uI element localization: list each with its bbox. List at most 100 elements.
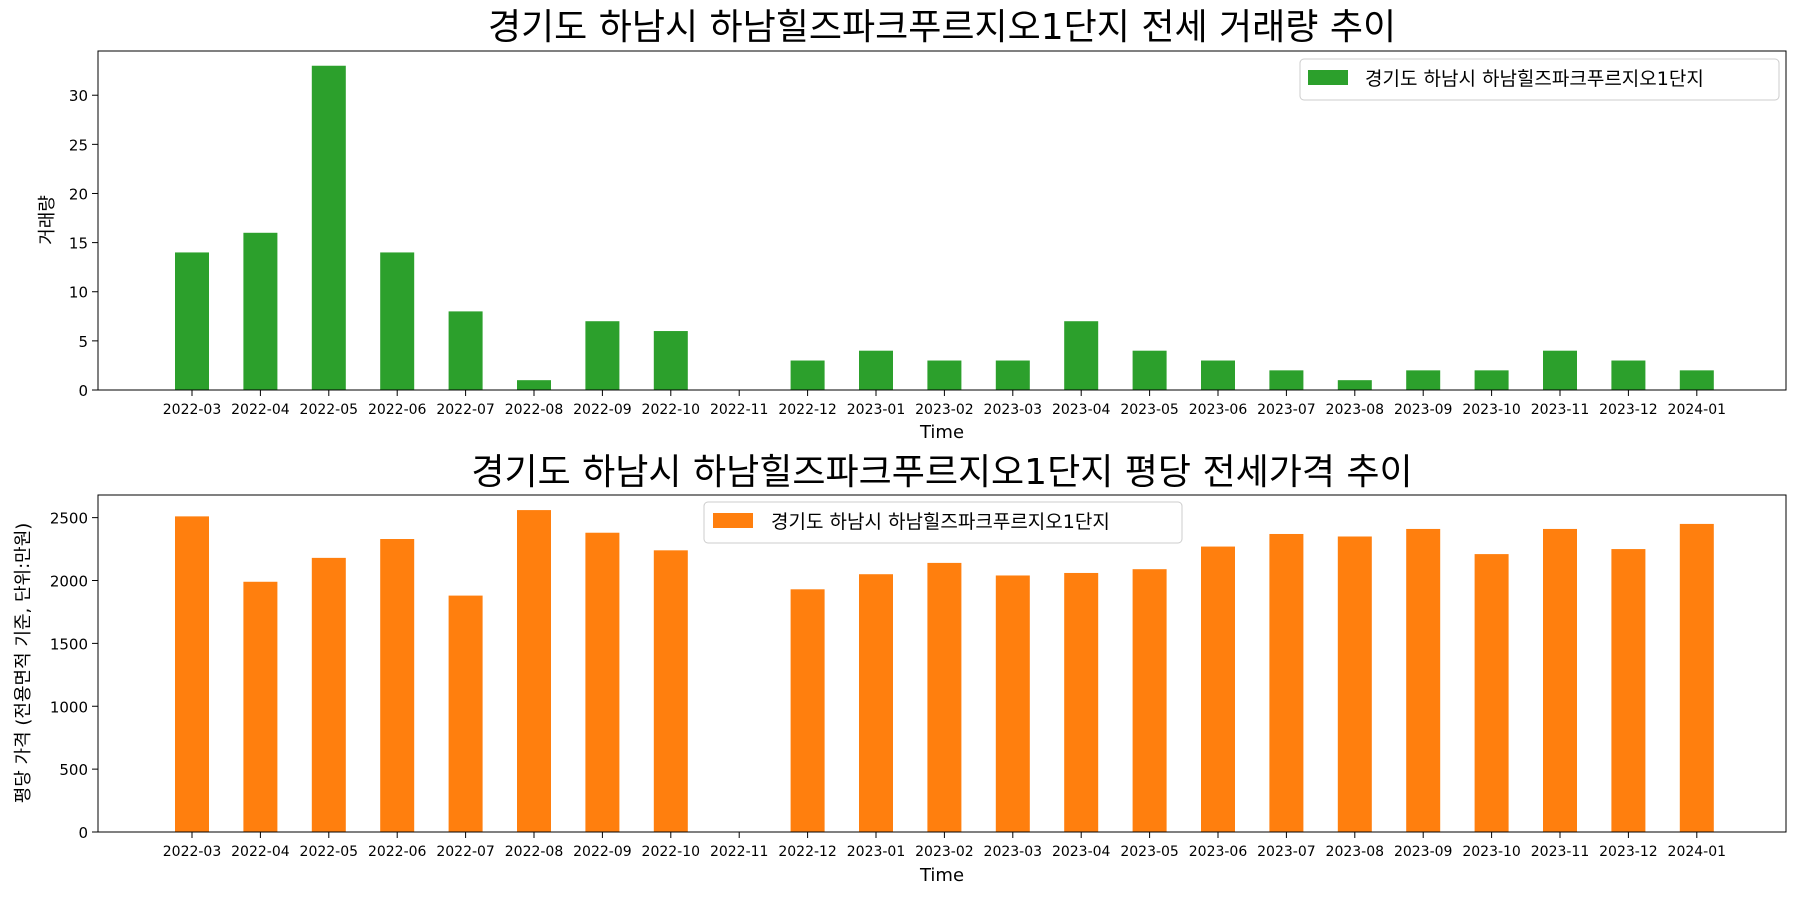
x-tick-label: 2023-07 bbox=[1257, 844, 1316, 860]
x-tick-label: 2023-09 bbox=[1394, 844, 1453, 860]
bar bbox=[1132, 569, 1167, 832]
bar bbox=[585, 321, 620, 390]
bar-series bbox=[175, 65, 1714, 390]
x-tick-label: 2023-03 bbox=[984, 402, 1043, 418]
x-tick-label: 2022-07 bbox=[436, 844, 495, 860]
bar bbox=[175, 516, 209, 832]
x-tick-label: 2022-08 bbox=[505, 844, 564, 860]
y-tick-label: 2000 bbox=[50, 573, 88, 591]
y-tick-label: 20 bbox=[69, 185, 88, 203]
bar bbox=[517, 510, 551, 832]
legend-frame bbox=[1299, 58, 1780, 101]
plot-frame bbox=[97, 50, 1787, 391]
bar bbox=[1269, 533, 1304, 832]
bar bbox=[790, 589, 825, 832]
bar bbox=[1406, 370, 1441, 390]
x-tick-label: 2023-04 bbox=[1052, 402, 1111, 418]
x-tick-label: 2023-10 bbox=[1462, 402, 1521, 418]
x-tick-label: 2022-03 bbox=[163, 844, 222, 860]
y-tick-label: 2500 bbox=[50, 510, 88, 528]
x-tick-label: 2022-06 bbox=[368, 402, 427, 418]
bar bbox=[859, 350, 893, 390]
y-tick-label: 0 bbox=[78, 824, 88, 842]
bar bbox=[1543, 528, 1577, 832]
y-tick-label: 0 bbox=[78, 382, 88, 400]
bar bbox=[653, 331, 688, 390]
x-tick-label: 2023-02 bbox=[915, 844, 974, 860]
bar bbox=[585, 532, 620, 832]
bar bbox=[1337, 536, 1372, 832]
x-axis-label: Time bbox=[919, 422, 964, 443]
x-tick-label: 2023-03 bbox=[984, 844, 1043, 860]
y-axis-ticks: 0 500 1000 1500 2000 2500 bbox=[50, 510, 98, 842]
x-tick-label: 2023-09 bbox=[1394, 402, 1453, 418]
x-tick-label: 2023-11 bbox=[1531, 844, 1590, 860]
x-tick-label: 2022-09 bbox=[573, 844, 632, 860]
x-tick-label: 2023-12 bbox=[1599, 844, 1658, 860]
bar bbox=[175, 252, 209, 390]
x-tick-label: 2023-07 bbox=[1257, 402, 1316, 418]
x-tick-label: 2022-09 bbox=[573, 402, 632, 418]
bar bbox=[1064, 572, 1099, 832]
y-tick-label: 15 bbox=[69, 235, 88, 253]
x-tick-label: 2023-11 bbox=[1531, 402, 1590, 418]
y-tick-label: 1500 bbox=[50, 635, 88, 653]
x-tick-label: 2022-11 bbox=[710, 844, 769, 860]
bar bbox=[1201, 546, 1235, 832]
bar bbox=[1474, 370, 1509, 390]
x-tick-label: 2023-04 bbox=[1052, 844, 1111, 860]
x-tick-label: 2023-05 bbox=[1120, 402, 1179, 418]
x-axis-ticks: 2022-03 2022-04 2022-05 2022-06 2022-07 2022-… bbox=[163, 390, 1726, 418]
bar bbox=[1611, 549, 1646, 832]
x-tick-label: 2023-06 bbox=[1189, 402, 1248, 418]
x-tick-label: 2022-12 bbox=[778, 402, 837, 418]
bar bbox=[653, 550, 688, 832]
x-tick-label: 2022-07 bbox=[436, 402, 495, 418]
x-tick-label: 2022-06 bbox=[368, 844, 427, 860]
x-axis-ticks: 2022-03 2022-04 2022-05 2022-06 2022-07 2022-… bbox=[163, 832, 1726, 860]
x-tick-label: 2024-01 bbox=[1668, 402, 1727, 418]
legend-label: 경기도 하남시 하남힐즈파크푸르지오1단지 bbox=[771, 511, 1110, 533]
bar bbox=[448, 595, 483, 832]
x-tick-label: 2022-10 bbox=[642, 402, 701, 418]
chart-title: 경기도 하남시 하남힐즈파크푸르지오1단지 전세 거래량 추이 bbox=[488, 7, 1396, 48]
bar bbox=[859, 574, 893, 832]
y-tick-label: 25 bbox=[69, 136, 88, 154]
bar bbox=[1611, 360, 1646, 390]
y-tick-label: 500 bbox=[59, 761, 88, 779]
price-chart: 경기도 하남시 하남힐즈파크푸르지오1단지 평당 전세가격 추이 0 500 100… bbox=[13, 452, 1787, 886]
legend-swatch bbox=[713, 513, 753, 528]
x-tick-label: 2022-11 bbox=[710, 402, 769, 418]
bar bbox=[927, 360, 962, 390]
bar bbox=[243, 232, 278, 390]
x-tick-label: 2022-05 bbox=[300, 402, 359, 418]
bar bbox=[1679, 370, 1714, 390]
bar bbox=[243, 581, 278, 832]
x-tick-label: 2022-03 bbox=[163, 402, 222, 418]
bar bbox=[995, 360, 1030, 390]
bar bbox=[380, 539, 415, 832]
bar-series bbox=[175, 510, 1714, 832]
x-tick-label: 2022-10 bbox=[642, 844, 701, 860]
legend: 경기도 하남시 하남힐즈파크푸르지오1단지 bbox=[703, 501, 1183, 544]
x-tick-label: 2022-05 bbox=[300, 844, 359, 860]
x-tick-label: 2023-01 bbox=[847, 844, 906, 860]
bar bbox=[448, 311, 483, 390]
bar bbox=[311, 65, 346, 390]
x-tick-label: 2022-08 bbox=[505, 402, 564, 418]
y-axis-label: 평당 가격 (전용면적 기준, 단위:만원) bbox=[13, 523, 34, 804]
x-tick-label: 2022-04 bbox=[231, 844, 290, 860]
bar bbox=[995, 575, 1030, 832]
legend-label: 경기도 하남시 하남힐즈파크푸르지오1단지 bbox=[1365, 68, 1704, 90]
legend-frame bbox=[703, 501, 1183, 544]
x-tick-label: 2023-12 bbox=[1599, 402, 1658, 418]
y-tick-label: 5 bbox=[78, 333, 88, 351]
x-tick-label: 2023-10 bbox=[1462, 844, 1521, 860]
bar bbox=[1474, 554, 1509, 832]
legend: 경기도 하남시 하남힐즈파크푸르지오1단지 bbox=[1299, 58, 1780, 101]
bar bbox=[1132, 350, 1167, 390]
y-tick-label: 1000 bbox=[50, 698, 88, 716]
x-tick-label: 2023-08 bbox=[1326, 844, 1385, 860]
bar bbox=[790, 360, 825, 390]
